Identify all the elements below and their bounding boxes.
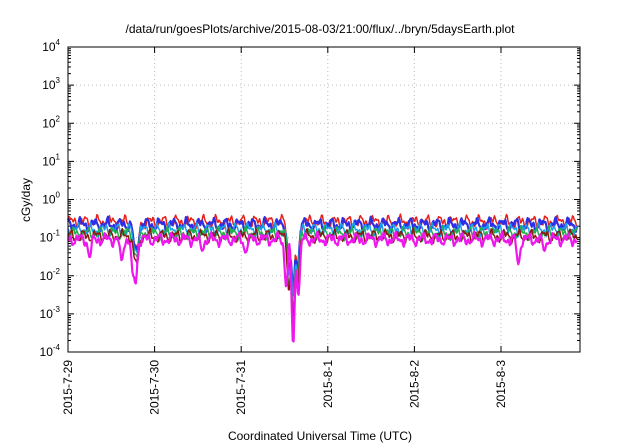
y-tick-label: 102 xyxy=(42,114,60,130)
y-tick-exponent: 4 xyxy=(56,38,61,47)
x-axis-label: Coordinated Universal Time (UTC) xyxy=(227,429,413,443)
x-tick-label: 2015-7-30 xyxy=(148,360,162,415)
y-tick-label: 104 xyxy=(42,38,60,54)
x-tick-label: 2015-8-1 xyxy=(321,360,335,408)
x-tick-label: 2015-8-3 xyxy=(494,360,508,408)
y-tick-label: 10-3 xyxy=(40,305,61,321)
chart-title: /data/run/goesPlots/archive/2015-08-03/2… xyxy=(125,22,515,36)
y-tick-exponent: 3 xyxy=(56,76,61,85)
y-tick-label: 10-2 xyxy=(40,267,61,283)
y-tick-base: 10 xyxy=(40,345,54,359)
y-tick-exponent: 2 xyxy=(56,114,61,123)
y-tick-base: 10 xyxy=(40,307,54,321)
y-tick-label: 103 xyxy=(42,76,60,92)
y-tick-exponent: 0 xyxy=(56,191,61,200)
y-tick-base: 10 xyxy=(42,154,56,168)
y-tick-exponent: -3 xyxy=(53,305,61,314)
x-tick-label: 2015-7-29 xyxy=(61,360,75,415)
y-tick-exponent: -2 xyxy=(53,267,61,276)
series-line xyxy=(66,215,578,294)
plot-frame xyxy=(67,46,581,353)
y-tick-exponent: 1 xyxy=(56,152,61,161)
y-tick-base: 10 xyxy=(40,231,54,245)
y-tick-exponent: -4 xyxy=(53,343,61,352)
y-tick-base: 10 xyxy=(42,40,56,54)
y-tick-base: 10 xyxy=(42,116,56,130)
y-tick-exponent: -1 xyxy=(53,229,61,238)
series-line xyxy=(67,213,578,289)
y-tick-label: 101 xyxy=(42,152,60,168)
x-tick-label: 2015-8-2 xyxy=(407,360,421,408)
y-tick-base: 10 xyxy=(40,269,54,283)
y-tick-base: 10 xyxy=(42,78,56,92)
y-tick-label: 10-4 xyxy=(40,343,61,359)
series-line xyxy=(67,227,578,320)
y-tick-base: 10 xyxy=(42,193,56,207)
x-tick-label: 2015-7-31 xyxy=(234,360,248,415)
y-tick-label: 100 xyxy=(42,191,60,207)
series-line xyxy=(67,230,578,343)
y-tick-label: 10-1 xyxy=(40,229,61,245)
